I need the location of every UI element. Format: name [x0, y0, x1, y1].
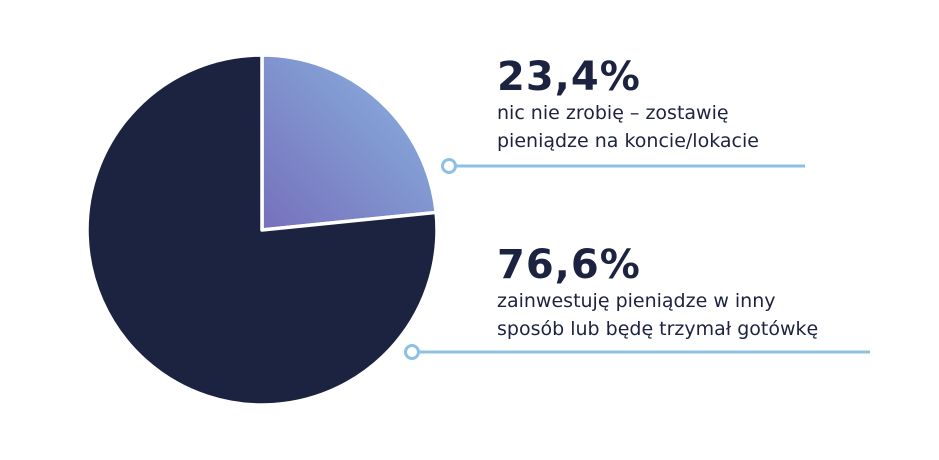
slice-description-line: pieniądze na koncie/lokacie: [497, 130, 759, 152]
pie-slice-1: [85, 53, 439, 407]
slice-description-line: nic nie zrobię – zostawię: [497, 102, 729, 124]
slice-value-label-0: 23,4%: [497, 54, 641, 100]
slice-description-line: sposób lub będę trzymał gotówkę: [497, 318, 819, 340]
pie-slice-0: [260, 53, 438, 232]
slice-description-line: zainwestuję pieniądze w inny: [497, 290, 776, 312]
slice-value-label-1: 76,6%: [497, 242, 641, 288]
leader-dot-0: [441, 158, 457, 174]
slice-description-0: nic nie zrobię – zostawię pieniądze na k…: [497, 99, 759, 155]
slice-description-1: zainwestuję pieniądze w inny sposób lub …: [497, 287, 818, 343]
leader-dot-1: [404, 344, 420, 360]
